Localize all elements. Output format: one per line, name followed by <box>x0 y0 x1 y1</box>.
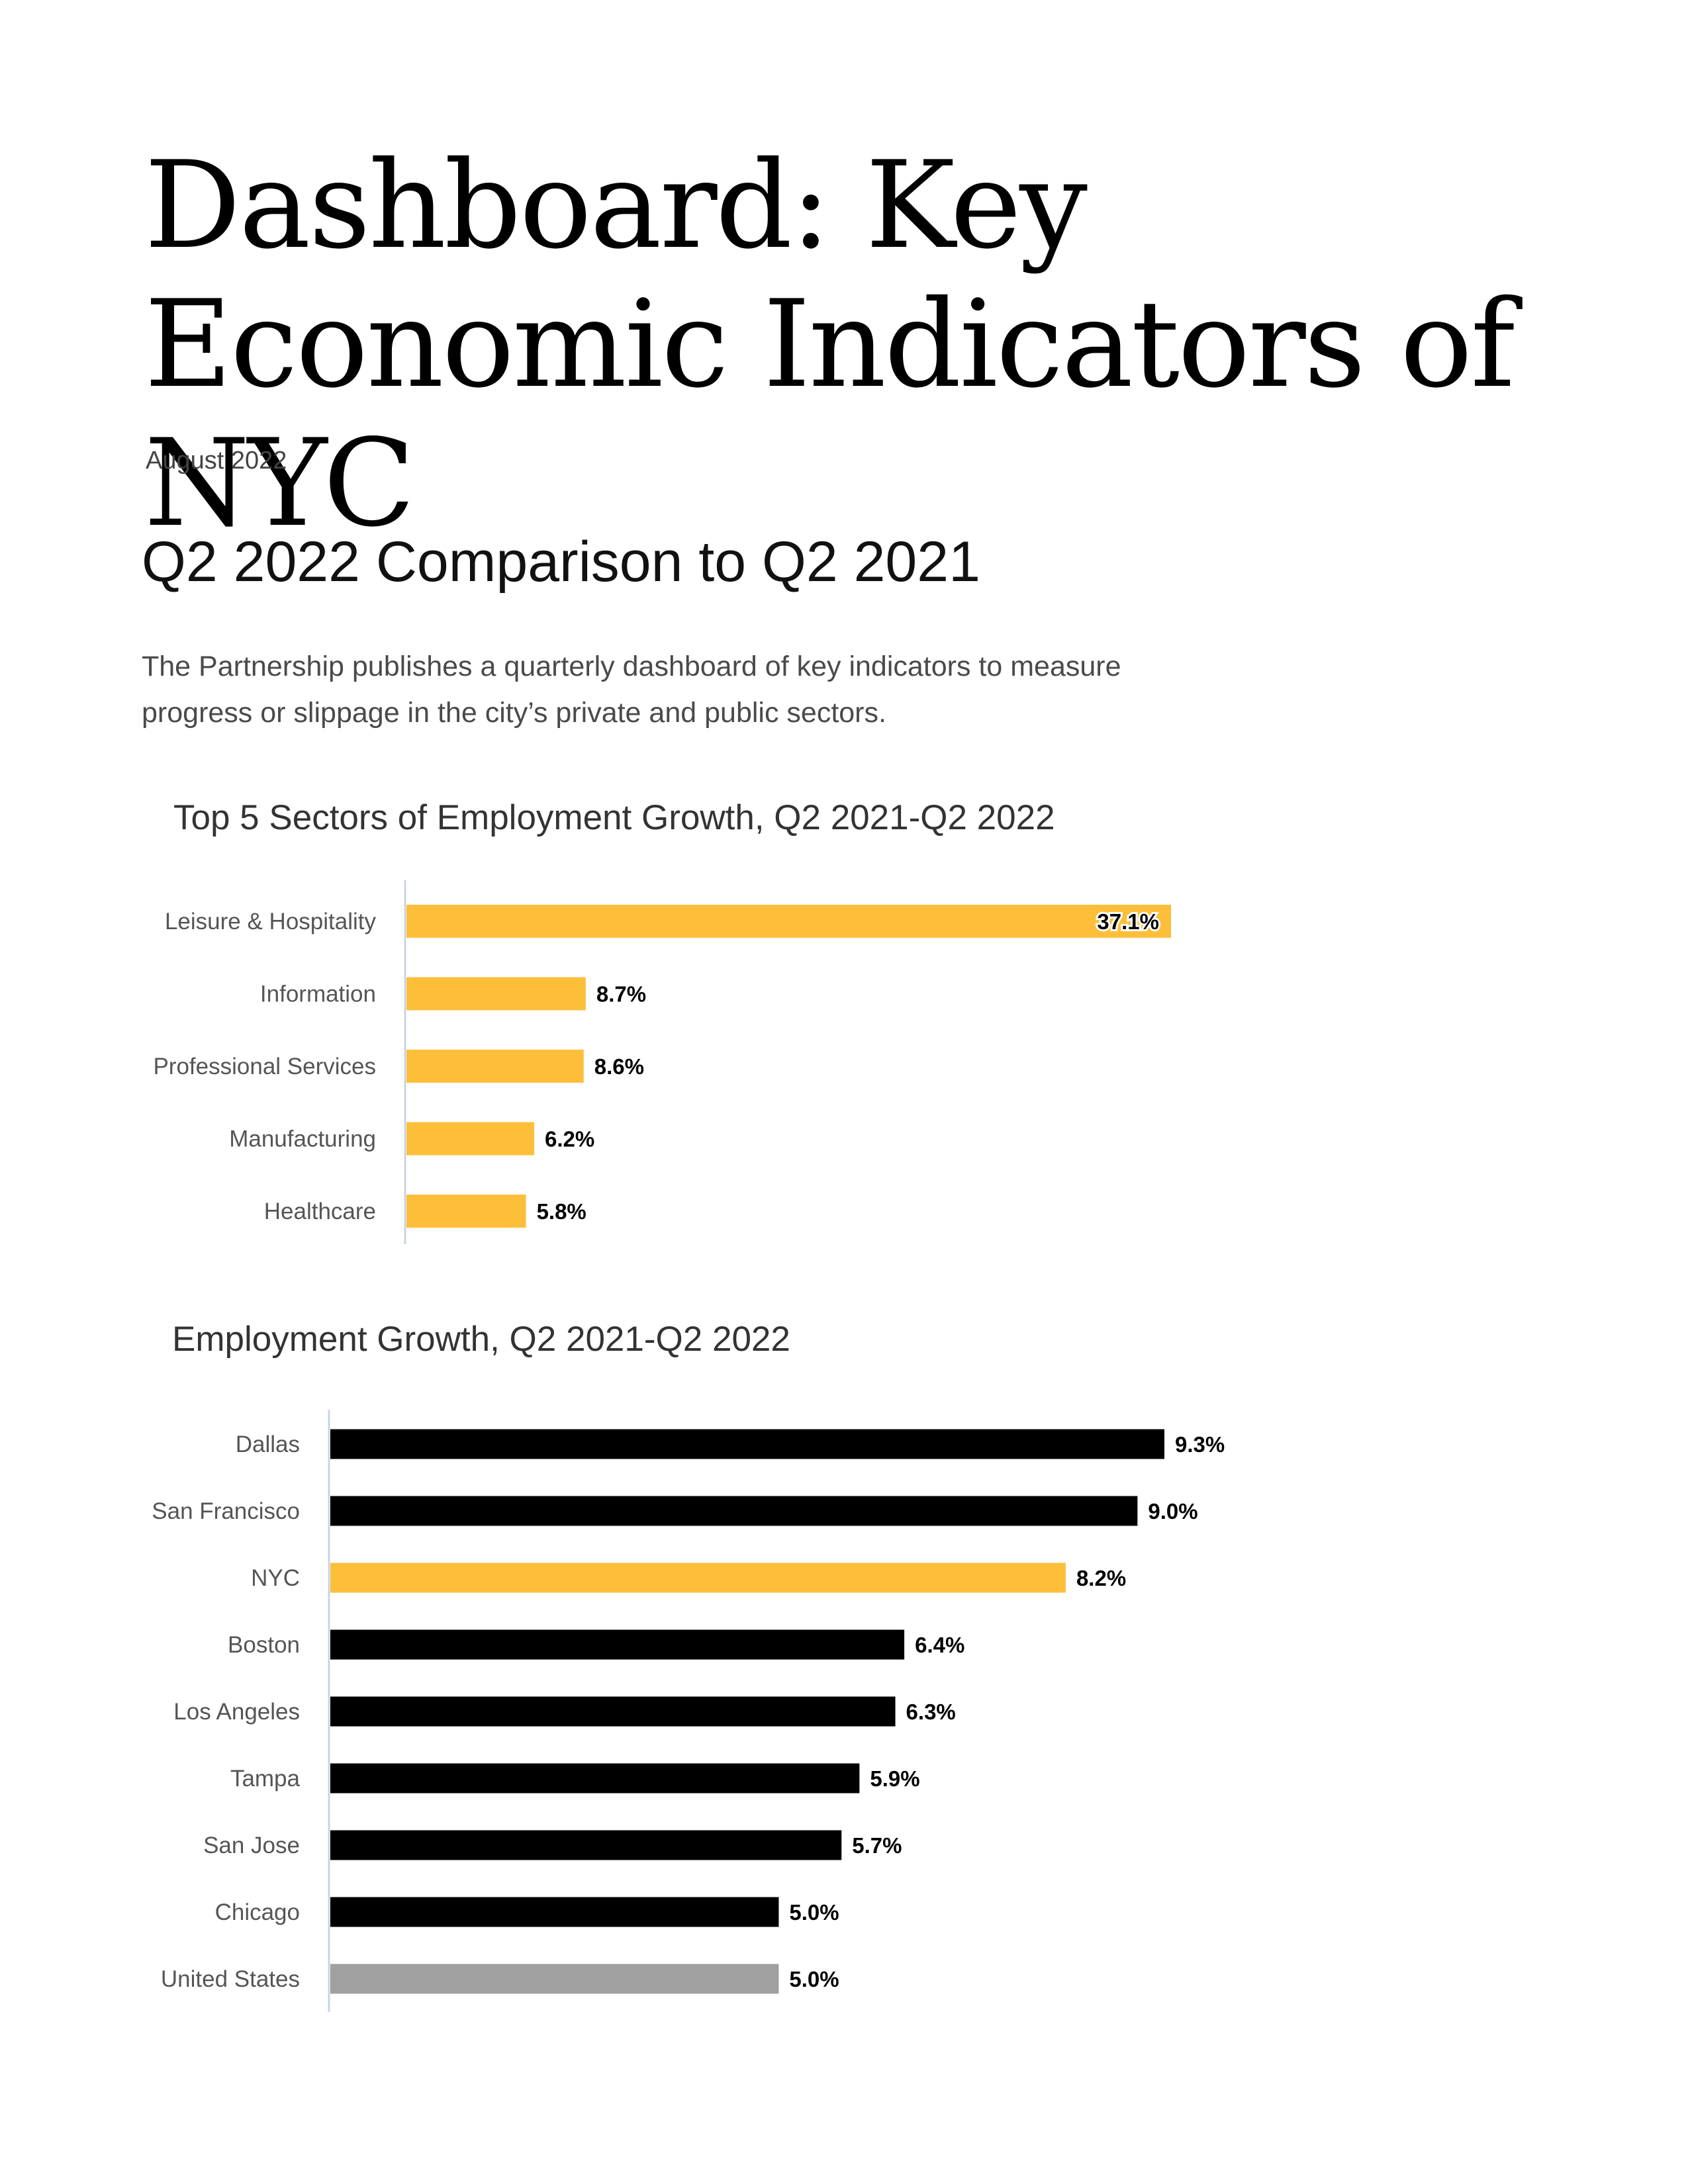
intro-paragraph: The Partnership publishes a quarterly da… <box>142 651 1121 729</box>
value-label-manufacturing: 6.2% <box>545 1127 594 1152</box>
sectors-chart-title: Top 5 Sectors of Employment Growth, Q2 2… <box>173 798 1055 837</box>
value-label-san-jose: 5.7% <box>852 1833 902 1858</box>
value-label-tampa: 5.9% <box>870 1766 919 1791</box>
category-label-boston: Boston <box>228 1632 300 1658</box>
category-label-leisure-hospitality: Leisure & Hospitality <box>165 909 377 934</box>
value-label-boston: 6.4% <box>915 1633 964 1657</box>
bar-dallas <box>330 1429 1164 1459</box>
bar-united-states <box>330 1964 779 1994</box>
value-label-chicago: 5.0% <box>789 1900 839 1925</box>
bar-tampa <box>330 1763 860 1794</box>
bar-boston <box>330 1629 905 1660</box>
category-label-chicago: Chicago <box>215 1899 300 1925</box>
value-label-san-francisco: 9.0% <box>1148 1499 1197 1524</box>
category-label-professional-services: Professional Services <box>153 1054 376 1079</box>
category-label-dallas: Dallas <box>236 1432 300 1457</box>
value-label-healthcare: 5.8% <box>537 1199 586 1224</box>
category-label-healthcare: Healthcare <box>264 1199 376 1224</box>
value-label-professional-services: 8.6% <box>594 1054 644 1079</box>
value-label-nyc: 8.2% <box>1076 1566 1126 1590</box>
category-label-information: Information <box>260 981 376 1007</box>
bar-nyc <box>330 1563 1066 1593</box>
value-label-leisure-hospitality: 37.1% <box>1097 909 1159 934</box>
bar-los-angeles <box>330 1696 896 1727</box>
value-label-information: 8.7% <box>596 982 646 1007</box>
bar-san-francisco <box>330 1496 1138 1526</box>
category-label-san-francisco: San Francisco <box>152 1498 300 1524</box>
category-label-tampa: Tampa <box>230 1766 301 1792</box>
bar-healthcare <box>406 1195 526 1228</box>
bar-manufacturing <box>406 1122 535 1156</box>
category-label-nyc: NYC <box>251 1565 300 1591</box>
category-label-san-jose: San Jose <box>203 1833 300 1858</box>
section-heading: Q2 2022 Comparison to Q2 2021 <box>142 530 980 594</box>
bar-information <box>406 977 586 1011</box>
bar-san-jose <box>330 1830 842 1860</box>
page-title: Dashboard: Key Economic Indicators of NY… <box>144 135 1515 553</box>
category-label-united-states: United States <box>161 1966 300 1992</box>
bar-professional-services <box>406 1050 584 1083</box>
category-label-los-angeles: Los Angeles <box>173 1699 300 1725</box>
value-label-dallas: 9.3% <box>1175 1432 1225 1457</box>
publication-date: August 2022 <box>146 447 287 475</box>
employment-chart-title: Employment Growth, Q2 2021-Q2 2022 <box>172 1320 790 1359</box>
category-label-manufacturing: Manufacturing <box>229 1126 376 1152</box>
value-label-united-states: 5.0% <box>789 1967 839 1991</box>
value-label-los-angeles: 6.3% <box>906 1700 956 1724</box>
bar-chicago <box>330 1897 779 1927</box>
bar-leisure-hospitality <box>406 905 1171 938</box>
